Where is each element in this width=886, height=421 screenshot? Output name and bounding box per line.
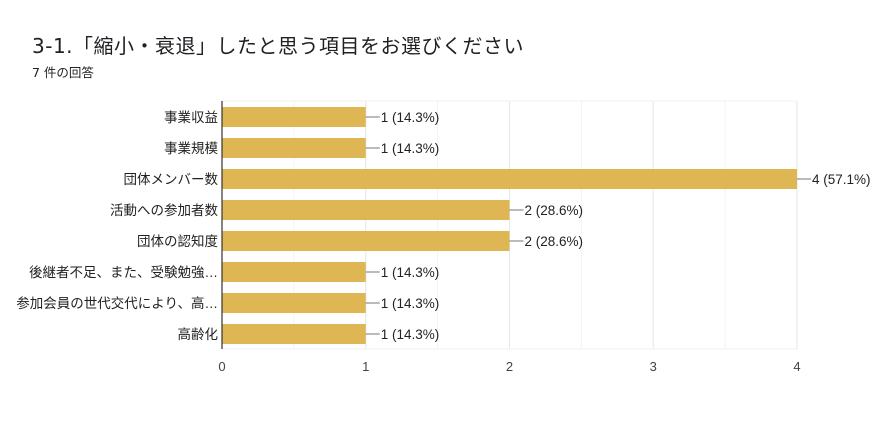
category-label: 高齢化 xyxy=(178,326,219,342)
bar xyxy=(222,231,510,251)
x-tick-label: 4 xyxy=(793,359,800,374)
x-tick-label: 0 xyxy=(218,359,225,374)
bar xyxy=(222,138,366,158)
data-label: 1 (14.3%) xyxy=(381,110,440,125)
data-label: 1 (14.3%) xyxy=(381,296,440,311)
category-label: 後継者不足、また、受験勉強… xyxy=(29,265,218,280)
bar xyxy=(222,169,797,189)
bar xyxy=(222,293,366,313)
response-count: 7 件の回答 xyxy=(32,65,94,80)
category-label: 事業規模 xyxy=(164,141,218,156)
category-label: 参加会員の世代交代により、高… xyxy=(16,295,218,311)
bar xyxy=(222,200,510,220)
category-label: 活動への参加者数 xyxy=(110,202,218,218)
category-label: 団体の認知度 xyxy=(137,233,218,249)
bar xyxy=(222,324,366,344)
data-label: 1 (14.3%) xyxy=(381,327,440,342)
category-label: 事業収益 xyxy=(164,110,218,125)
x-tick-label: 1 xyxy=(362,359,369,374)
data-label: 2 (28.6%) xyxy=(525,234,584,249)
data-label: 2 (28.6%) xyxy=(525,203,584,218)
x-tick-label: 3 xyxy=(650,359,657,374)
data-label: 1 (14.3%) xyxy=(381,265,440,280)
x-tick-label: 2 xyxy=(506,359,513,374)
bar xyxy=(222,107,366,127)
data-label: 1 (14.3%) xyxy=(381,141,440,156)
data-label: 4 (57.1%) xyxy=(812,172,871,187)
bar xyxy=(222,262,366,282)
category-label: 団体メンバー数 xyxy=(124,172,219,187)
question-title: 3-1.「縮小・衰退」したと思う項目をお選びください xyxy=(32,34,525,58)
